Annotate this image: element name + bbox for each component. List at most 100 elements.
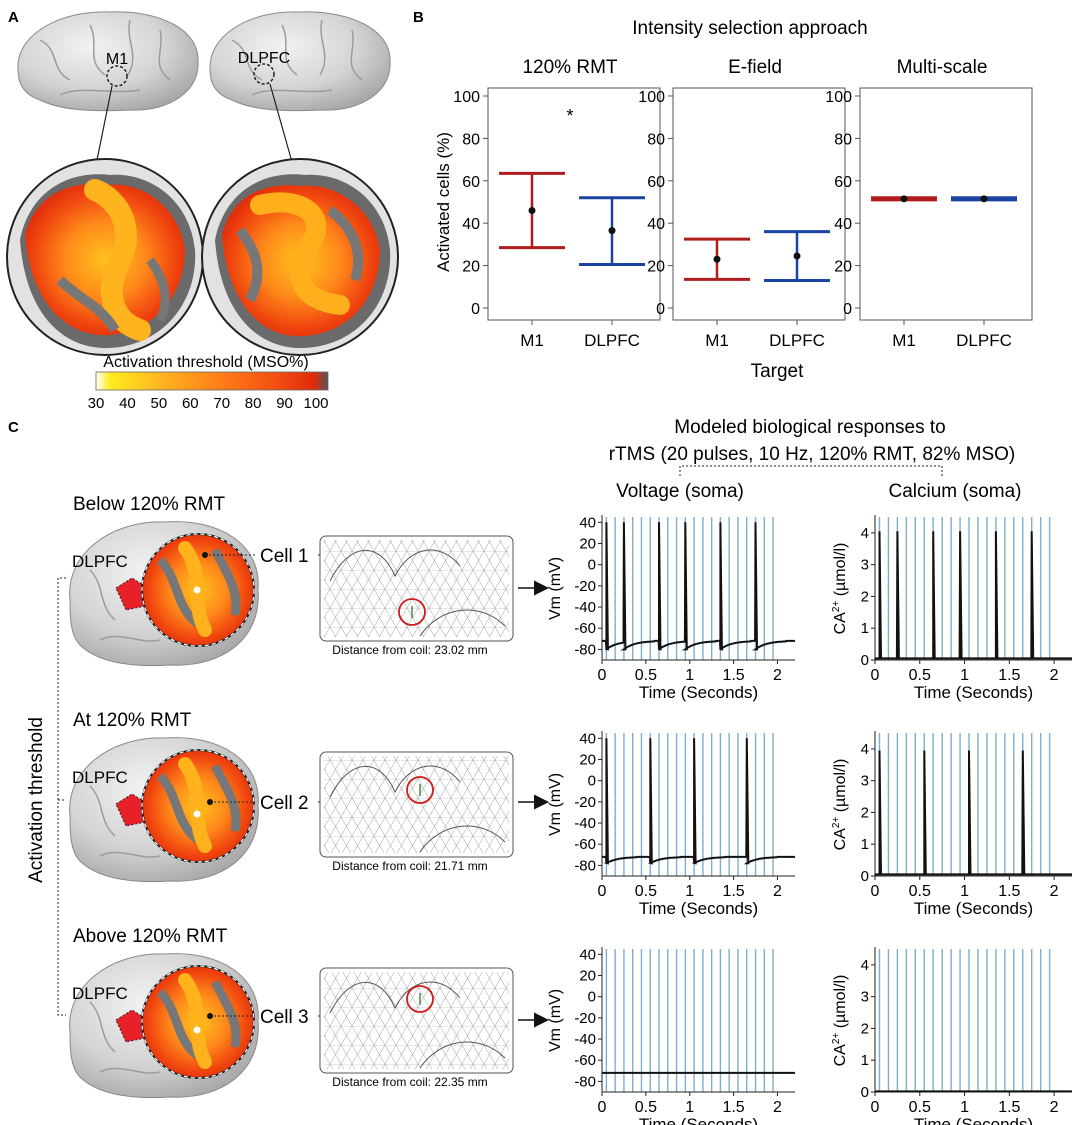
- trace-line: [602, 738, 795, 865]
- coil-center: [193, 586, 201, 594]
- x-axis-label: Time (Seconds): [914, 1115, 1033, 1125]
- cell-highlight-circle: [406, 985, 434, 1013]
- y-tick-label: -20: [574, 1010, 596, 1027]
- significance-marker: *: [566, 106, 573, 126]
- colorbar-tick-label: 70: [213, 395, 230, 412]
- title-bracket: [679, 465, 943, 476]
- colorbar-tick-label: 40: [119, 395, 136, 412]
- y-tick-label: 4: [861, 525, 869, 542]
- chart-frame: [487, 87, 661, 321]
- y-tick-label: 0: [471, 301, 480, 318]
- y-axis-label: Vm (mV): [547, 989, 564, 1052]
- x-tick-label: 1: [685, 883, 694, 900]
- y-tick-label: 2: [861, 804, 869, 821]
- y-tick-label: 1: [861, 836, 869, 853]
- y-tick-label: -40: [574, 815, 596, 832]
- x-tick-label: DLPFC: [584, 331, 640, 350]
- mean-point: [608, 227, 616, 235]
- y-tick-label: -20: [574, 578, 596, 595]
- y-tick-label: 3: [861, 557, 869, 574]
- gray-sulci: [156, 547, 241, 629]
- y-tick-label: 0: [843, 301, 852, 318]
- mean-point: [900, 195, 908, 203]
- row-heading: Above 120% RMT: [73, 926, 228, 947]
- y-tick-label: 20: [579, 535, 596, 552]
- x-tick-label: 0: [871, 1099, 880, 1116]
- x-tick-label: DLPFC: [769, 331, 825, 350]
- voltage-trace-plot: -80 -60 -40 -20 0 20 40 0 0.5 1 1.5 2 Time (Seconds)…: [547, 946, 795, 1125]
- y-tick-label: 60: [834, 174, 852, 191]
- x-tick-label: 0.5: [635, 1099, 657, 1116]
- x-tick-label: 2: [1050, 883, 1059, 900]
- dlpfc-region: [116, 1010, 148, 1042]
- colorbar-tick-label: 30: [88, 395, 105, 412]
- y-tick-label: -60: [574, 620, 596, 637]
- x-tick-label: 0.5: [909, 883, 931, 900]
- chart-frame: [672, 87, 846, 321]
- calcium-trace-plot: 0 1 2 3 4 0 0.5 1 1.5 2 Time (Seconds) CA2+ (µmol/l…: [831, 947, 1072, 1125]
- x-tick-label: 1: [685, 667, 694, 684]
- y-tick-label: 20: [462, 259, 480, 276]
- x-tick-label: 2: [1050, 1099, 1059, 1116]
- x-tick-label: 0: [871, 667, 880, 684]
- x-tick-label: M1: [520, 331, 544, 350]
- panel-b-ylabel: Activated cells (%): [434, 132, 453, 272]
- distance-label: Distance from coil: 21.71 mm: [332, 859, 487, 873]
- panel-b-xlabel: Target: [751, 361, 805, 382]
- chart-title: E-field: [728, 57, 782, 78]
- x-tick-label: 0.5: [909, 1099, 931, 1116]
- y-tick-label: 60: [647, 174, 665, 191]
- y-tick-label: 100: [825, 89, 852, 106]
- voltage-trace-plot: -80 -60 -40 -20 0 20 40 0 0.5 1 1.5 2 Time (Seconds)…: [547, 514, 795, 702]
- y-tick-label: 40: [579, 514, 596, 531]
- y-tick-label: 0: [588, 989, 596, 1006]
- brain-label-m1: M1: [106, 51, 128, 68]
- y-tick-label: 3: [861, 989, 869, 1006]
- dlpfc-region: [116, 794, 148, 826]
- y-tick-label: 0: [861, 652, 869, 669]
- y-tick-label: 40: [834, 216, 852, 233]
- row-heading: At 120% RMT: [73, 710, 192, 731]
- x-tick-label: 1: [685, 1099, 694, 1116]
- y-tick-label: -40: [574, 599, 596, 616]
- y-tick-label: 0: [861, 868, 869, 885]
- y-tick-label: 0: [588, 557, 596, 574]
- y-tick-label: 20: [647, 259, 665, 276]
- y-tick-label: -80: [574, 857, 596, 874]
- y-tick-label: 40: [462, 216, 480, 233]
- mean-point: [713, 255, 721, 263]
- coil-outline: [141, 749, 255, 863]
- region-label: DLPFC: [72, 984, 128, 1003]
- x-tick-label: 0: [598, 883, 607, 900]
- gray-sulci: [156, 979, 241, 1061]
- x-tick-label: 1: [960, 1099, 969, 1116]
- y-axis-label: CA2+ (µmol/l): [831, 975, 849, 1067]
- region-label: DLPFC: [72, 552, 128, 571]
- y-axis-label: CA2+ (µmol/l): [831, 759, 849, 851]
- colorbar-tick-label: 100: [303, 395, 328, 412]
- calcium-trace-plot: 0 1 2 3 4 0 0.5 1 1.5 2 Time (Seconds) CA2+ (µmol/l…: [831, 731, 1072, 918]
- y-tick-label: -60: [574, 1052, 596, 1069]
- colorbar-tick-label: 80: [245, 395, 262, 412]
- brain-m1: M1: [17, 11, 199, 166]
- y-tick-label: 4: [861, 957, 869, 974]
- brain-sulci: [89, 569, 161, 642]
- y-tick-label: -40: [574, 1031, 596, 1048]
- y-tick-label: 0: [861, 1084, 869, 1101]
- y-tick-label: 2: [861, 1020, 869, 1037]
- voltage-trace-plot: -80 -60 -40 -20 0 20 40 0 0.5 1 1.5 2 Time (Seconds)…: [547, 730, 795, 918]
- panel-c-title-line2: rTMS (20 pulses, 10 Hz, 120% RMT, 82% MS…: [609, 444, 1016, 465]
- y-tick-label: 20: [579, 967, 596, 984]
- dlpfc-region: [116, 578, 148, 610]
- y-tick-label: 40: [579, 946, 596, 963]
- x-axis-label: Time (Seconds): [914, 683, 1033, 702]
- x-tick-label: 2: [1050, 667, 1059, 684]
- x-tick-label: 2: [773, 1099, 782, 1116]
- mean-point: [793, 252, 801, 260]
- mesh-grid: [324, 756, 509, 853]
- x-axis-label: Time (Seconds): [914, 899, 1033, 918]
- calcium-trace-plot: 0 1 2 3 4 0 0.5 1 1.5 2 Time (Seconds) CA2+ (µmol/l…: [831, 515, 1072, 702]
- x-tick-label: 1.5: [722, 667, 744, 684]
- trace-line: [875, 750, 1072, 876]
- response-row: At 120% RMT DLPFC Cell 2 Distance from coil…: [69, 710, 549, 883]
